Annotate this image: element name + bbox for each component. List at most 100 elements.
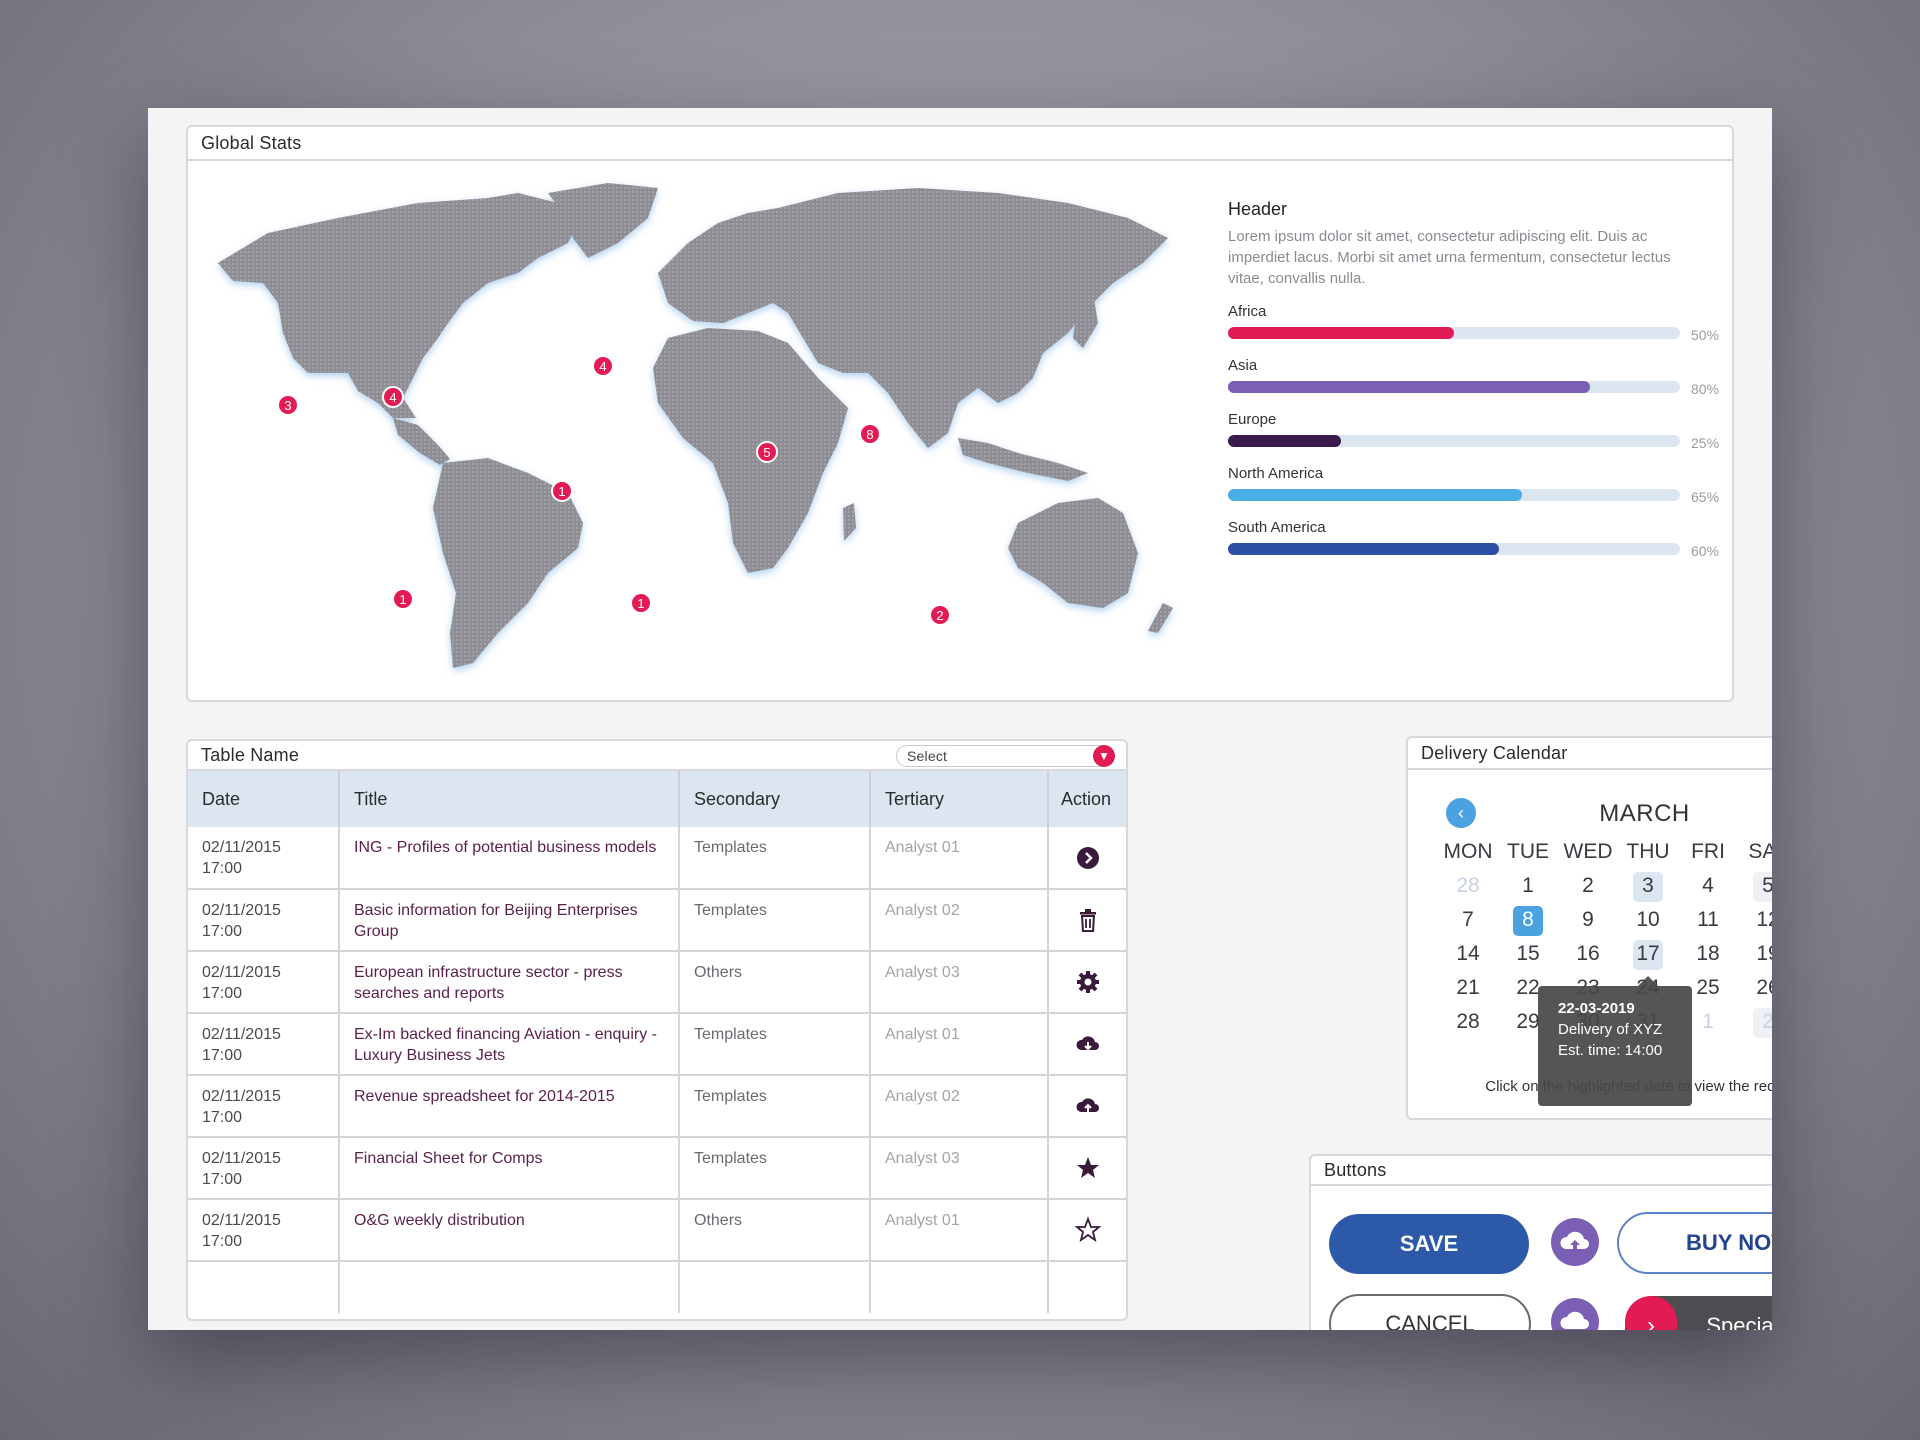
table-row[interactable]: 02/11/2015 17:00 Basic information for Bei… (188, 889, 1126, 952)
region-percent: 60% (1691, 543, 1720, 559)
table-row[interactable]: 02/11/2015 17:00 ING - Profiles of potenti… (188, 827, 1126, 890)
calendar-day[interactable]: 11 (1697, 908, 1719, 931)
global-stats-panel: Global Stats (186, 125, 1734, 702)
map-marker[interactable]: 1 (392, 588, 414, 610)
calendar-day[interactable]: 7 (1462, 908, 1474, 931)
save-button[interactable]: SAVE (1329, 1214, 1529, 1274)
cell-title[interactable]: Basic information for Beijing Enterprise… (339, 889, 680, 952)
star-filled-icon[interactable] (1074, 1154, 1102, 1182)
map-marker[interactable]: 2 (929, 604, 951, 626)
stats-description: Lorem ipsum dolor sit amet, consectetur … (1228, 228, 1671, 287)
calendar-day[interactable]: 3 (1618, 872, 1678, 902)
map-marker[interactable]: 5 (756, 441, 778, 463)
region-label: Africa (1228, 303, 1267, 320)
column-header-title[interactable]: Title (339, 771, 680, 827)
calendar-day[interactable]: 22 (1516, 976, 1540, 999)
calendar-day[interactable]: 28 (1456, 1010, 1480, 1033)
calendar-day[interactable]: 26 (1756, 976, 1772, 999)
map-marker[interactable]: 8 (859, 423, 881, 445)
calendar-day[interactable]: 28 (1456, 874, 1480, 897)
table-header: Table Name Select ▼ (188, 741, 1126, 771)
region-stats: Header Lorem ipsum dolor sit amet, conse… (1228, 199, 1728, 559)
calendar-day[interactable]: 25 (1696, 976, 1720, 999)
star-outline-icon[interactable] (1074, 1216, 1102, 1244)
calendar-week-row: 14151617181920 (1438, 940, 1772, 970)
progress-fill (1228, 435, 1341, 447)
table-row[interactable]: 02/11/2015 17:00 O&G weekly distribution Ot… (188, 1199, 1126, 1262)
region-progress: Asia 80% (1228, 357, 1728, 397)
date-value: 02/11/2015 (202, 839, 281, 856)
global-stats-title: Global Stats (188, 127, 1732, 161)
arrow-right-icon[interactable] (1074, 844, 1102, 872)
calendar-day[interactable]: 29 (1516, 1010, 1540, 1033)
map-marker-count: 1 (637, 596, 644, 611)
map-marker[interactable]: 4 (382, 386, 404, 408)
calendar-day[interactable]: 17 (1618, 940, 1678, 970)
cloud-upload-icon[interactable] (1074, 1092, 1102, 1120)
table-panel: Table Name Select ▼ Date Title Secondary… (186, 739, 1128, 1321)
cell-title[interactable]: ING - Profiles of potential business mod… (339, 827, 680, 890)
calendar-day[interactable]: 12 (1756, 908, 1772, 931)
column-header-date[interactable]: Date (188, 771, 340, 827)
cell-title[interactable]: O&G weekly distribution (339, 1199, 680, 1262)
cell-title[interactable]: Ex-Im backed financing Aviation - enquir… (339, 1013, 680, 1076)
cloud-download-button[interactable] (1551, 1298, 1599, 1330)
map-marker[interactable]: 1 (630, 592, 652, 614)
table-row[interactable]: 02/11/2015 17:00 European infrastructure s… (188, 951, 1126, 1014)
column-header-tertiary[interactable]: Tertiary (870, 771, 1049, 827)
calendar-day[interactable]: 18 (1696, 942, 1720, 965)
cell-secondary: Others (679, 1199, 871, 1262)
region-label: Asia (1228, 357, 1258, 374)
cloud-upload-button[interactable] (1551, 1218, 1599, 1266)
calendar-day[interactable]: 15 (1516, 942, 1540, 965)
cell-tertiary: Analyst 01 (870, 1199, 1049, 1262)
table-row[interactable]: 02/11/2015 17:00 Ex-Im backed financing Av… (188, 1013, 1126, 1076)
calendar-day[interactable]: 14 (1456, 942, 1480, 965)
chevron-right-icon: › (1625, 1296, 1677, 1330)
column-header-action: Action (1048, 771, 1126, 827)
cell-date: 02/11/2015 17:00 (188, 827, 340, 890)
calendar-day[interactable]: 10 (1636, 908, 1660, 931)
calendar-week-row: 28123456 (1438, 872, 1772, 902)
calendar-day[interactable]: 2 (1738, 1008, 1772, 1038)
map-marker-count: 1 (558, 484, 565, 499)
calendar-day[interactable]: 5 (1738, 872, 1772, 902)
date-value: 02/11/2015 (202, 902, 281, 919)
time-value: 17:00 (202, 1171, 243, 1188)
calendar-day[interactable]: 1 (1702, 1010, 1714, 1033)
calendar-day[interactable]: 21 (1456, 976, 1480, 999)
trash-icon[interactable] (1074, 906, 1102, 934)
buy-now-button[interactable]: BUY NOW (1617, 1212, 1772, 1274)
region-percent: 50% (1691, 327, 1720, 343)
buttons-title: Buttons (1311, 1156, 1772, 1186)
cell-title[interactable]: European infrastructure sector - press s… (339, 951, 680, 1014)
cloud-download-icon[interactable] (1074, 1030, 1102, 1058)
calendar-day[interactable]: 4 (1702, 874, 1714, 897)
table-row[interactable]: 02/11/2015 17:00 Revenue spreadsheet for 2… (188, 1075, 1126, 1138)
cancel-button[interactable]: CANCEL (1329, 1294, 1531, 1330)
table-select-dropdown[interactable]: Select ▼ (896, 745, 1115, 767)
calendar-day[interactable]: 2 (1582, 874, 1594, 897)
column-header-secondary[interactable]: Secondary (679, 771, 871, 827)
table-row[interactable]: 02/11/2015 17:00 Financial Sheet for Comps… (188, 1137, 1126, 1200)
cell-tertiary: Analyst 01 (870, 827, 1049, 890)
time-value: 17:00 (202, 1047, 243, 1064)
progress-fill (1228, 327, 1454, 339)
region-percent: 80% (1691, 381, 1720, 397)
calendar-day[interactable]: 8 (1498, 906, 1558, 936)
gear-icon[interactable] (1074, 968, 1102, 996)
map-marker[interactable]: 3 (277, 394, 299, 416)
cell-title[interactable]: Financial Sheet for Comps (339, 1137, 680, 1200)
calendar-day[interactable]: 19 (1756, 942, 1772, 965)
cell-action (1048, 1013, 1126, 1076)
calendar-day[interactable]: 9 (1582, 908, 1594, 931)
calendar-day[interactable]: 16 (1576, 942, 1600, 965)
prev-month-button[interactable]: ‹ (1446, 798, 1476, 828)
calendar-day[interactable]: 1 (1522, 874, 1534, 897)
map-marker[interactable]: 1 (551, 480, 573, 502)
special-button[interactable]: › Special Btn (1625, 1296, 1772, 1330)
cell-title[interactable]: Revenue spreadsheet for 2014-2015 (339, 1075, 680, 1138)
map-marker[interactable]: 4 (592, 355, 614, 377)
region-progress: South America 60% (1228, 519, 1728, 559)
cell-date: 02/11/2015 17:00 (188, 951, 340, 1014)
